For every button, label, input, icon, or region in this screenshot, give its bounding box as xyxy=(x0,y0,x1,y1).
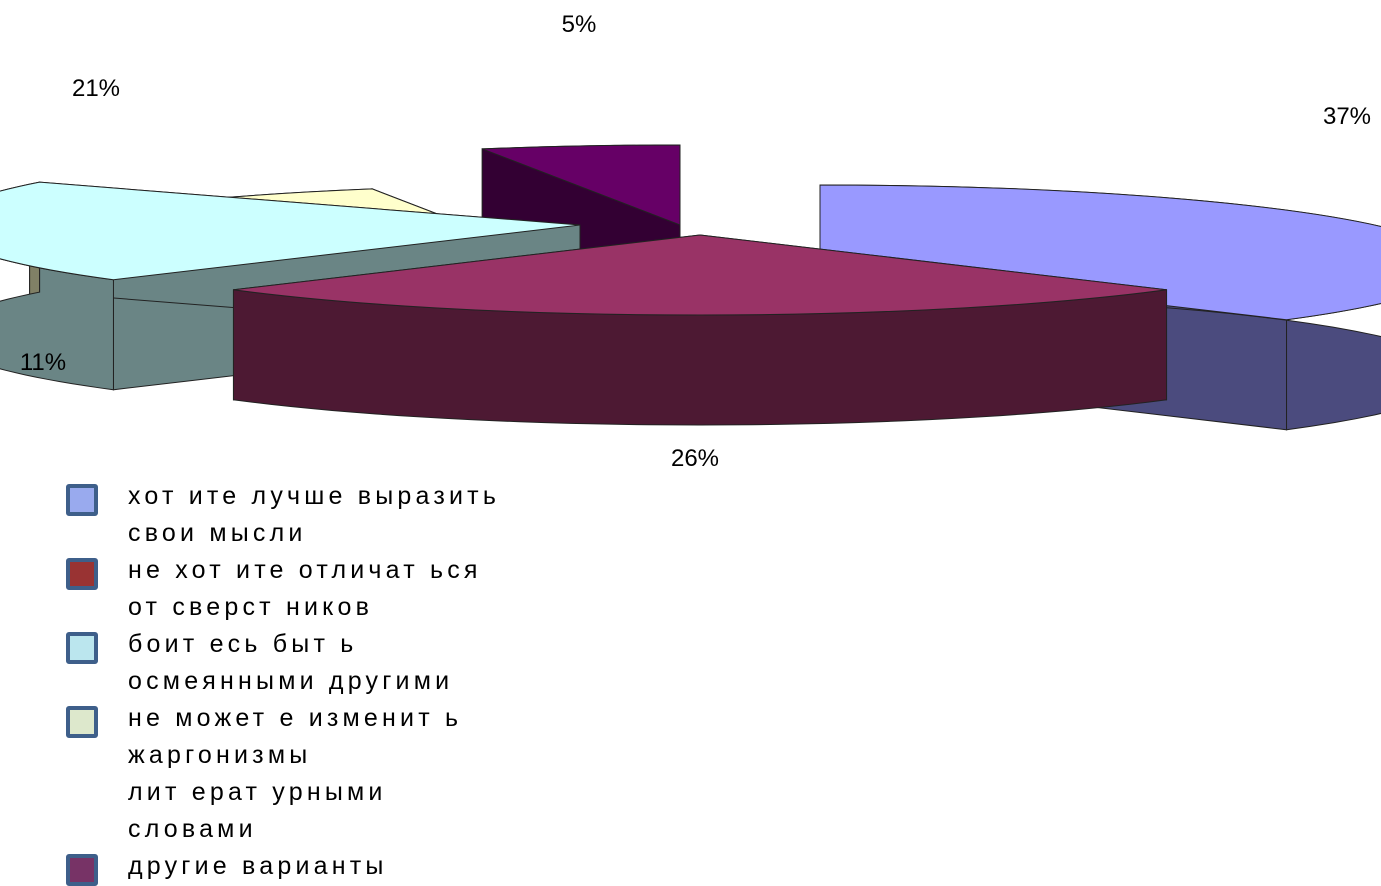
legend-swatch xyxy=(66,558,98,590)
data-label: 5% xyxy=(562,11,597,38)
legend-label: словами xyxy=(128,815,257,843)
legend-label: от сверст ников xyxy=(128,593,374,621)
legend-label: другие варианты xyxy=(128,852,388,880)
legend-swatch xyxy=(66,484,98,516)
legend-label: не хот ите отличат ься xyxy=(128,556,482,584)
legend-label: свои мысли xyxy=(128,519,307,547)
data-label: 26% xyxy=(671,445,719,472)
legend-label: осмеянными другими xyxy=(128,667,454,695)
legend-label: лит ерат урными xyxy=(128,778,387,806)
data-label: 37% xyxy=(1323,103,1371,130)
legend-item: не хот ите отличат ься от сверст ников xyxy=(66,552,766,626)
legend-item: боит есь быт ь осмеянными другими xyxy=(66,626,766,700)
legend-swatch xyxy=(66,632,98,664)
data-label: 11% xyxy=(20,349,66,376)
legend-swatch xyxy=(66,706,98,738)
legend-item: другие варианты xyxy=(66,848,766,886)
legend-label: хот ите лучше выразить xyxy=(128,482,501,510)
legend-item: хот ите лучше выразить свои мысли xyxy=(66,478,766,552)
legend-item: не может е изменит ь жаргонизмы лит ерат у… xyxy=(66,700,766,848)
legend-label: боит есь быт ь xyxy=(128,630,358,658)
legend-label: не может е изменит ь xyxy=(128,704,463,732)
legend: хот ите лучше выразить свои мысли не хот и… xyxy=(66,478,766,886)
legend-swatch xyxy=(66,854,98,886)
data-label: 21% xyxy=(72,75,120,102)
pie-slice xyxy=(232,234,1168,426)
legend-label: жаргонизмы xyxy=(128,741,312,769)
